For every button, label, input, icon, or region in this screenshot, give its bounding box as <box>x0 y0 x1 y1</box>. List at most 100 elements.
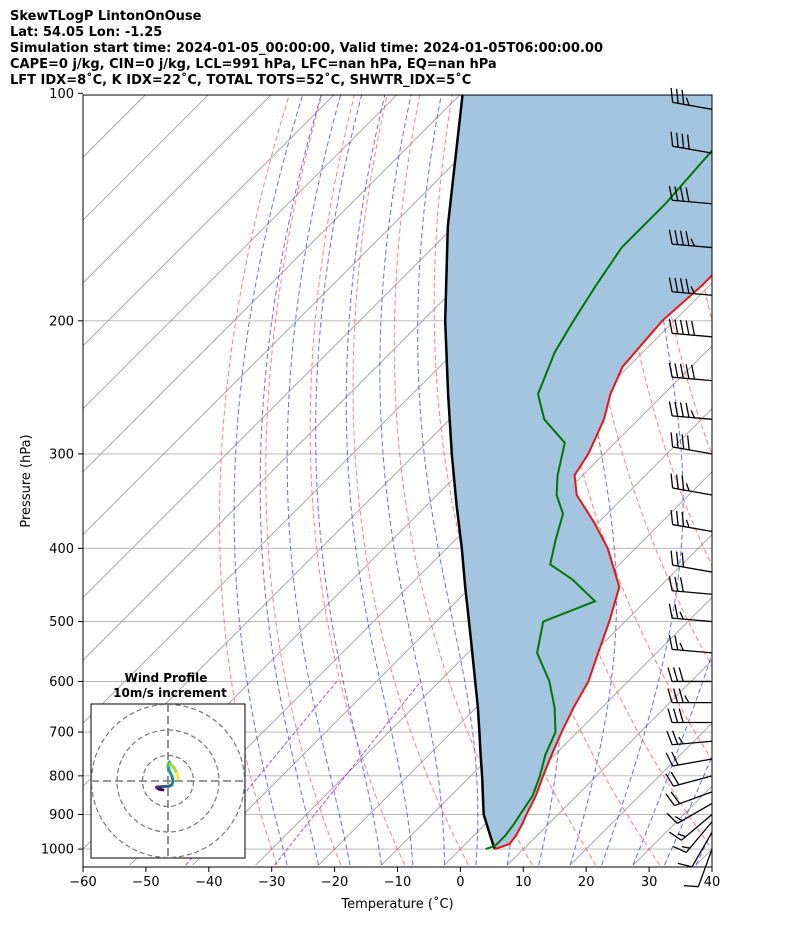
barb-flag <box>691 364 696 380</box>
y-tick-label: 400 <box>49 542 74 557</box>
barb-flag <box>685 320 690 335</box>
barb-flag <box>665 793 675 806</box>
barb-staff <box>672 101 713 110</box>
wind-barb <box>665 751 713 767</box>
mixing-ratio-line <box>274 681 422 866</box>
wind-barb <box>668 401 713 420</box>
barb-flag <box>683 885 699 888</box>
barb-flag <box>667 667 673 682</box>
barb-flag <box>681 475 685 491</box>
barb-flag <box>678 688 684 703</box>
barb-flag <box>672 667 679 682</box>
barb-staff <box>674 791 713 807</box>
barb-flag <box>666 730 673 745</box>
x-tick-label: −30 <box>258 875 285 890</box>
barb-flag <box>674 401 679 417</box>
y-tick-label: 800 <box>49 769 74 784</box>
cape-line: CAPE=0 j/kg, CIN=0 j/kg, LCL=991 hPa, LF… <box>10 57 497 72</box>
index-line: LFT IDX=8˚C, K IDX=22˚C, TOTAL TOTS=52˚C… <box>10 73 472 88</box>
barb-flag <box>672 688 679 703</box>
barb-flag <box>674 186 679 201</box>
barb-flag <box>668 831 682 841</box>
barb-flag <box>681 133 685 149</box>
dry-adiabat <box>580 95 712 668</box>
x-tick-label: 10 <box>515 875 532 890</box>
wind-barb <box>667 708 712 724</box>
y-tick-label: 600 <box>49 675 74 690</box>
dry-adiabat <box>647 95 712 457</box>
x-tick-label: −20 <box>321 875 348 890</box>
isotherm-line <box>0 93 84 865</box>
barb-flag <box>679 186 684 202</box>
barb-flag <box>679 278 684 293</box>
barb-flag <box>685 187 690 202</box>
dry-adiabat <box>433 95 597 866</box>
x-tick-label: 40 <box>704 875 721 890</box>
barb-flag <box>678 736 684 745</box>
barb-flag <box>670 432 674 448</box>
barb-flag <box>674 635 679 650</box>
moist-adiabat <box>664 755 712 866</box>
dry-adiabat <box>746 93 794 865</box>
isotherm-line <box>83 95 272 284</box>
isotherm-line <box>83 95 524 536</box>
wind-barb <box>668 362 713 382</box>
barb-staff <box>672 590 713 595</box>
barb-flag <box>685 364 690 379</box>
barb-flag <box>690 286 696 294</box>
wind-barb <box>667 688 712 704</box>
barb-staff <box>672 617 713 623</box>
moist-adiabat <box>417 95 479 866</box>
barb-flag <box>675 433 679 449</box>
barb-flag <box>678 667 684 682</box>
chart-title: SkewTLogP LintonOnOuse <box>10 9 202 24</box>
wind-barb <box>668 603 713 623</box>
wind-barb <box>668 318 713 338</box>
x-tick-label: −50 <box>132 875 159 890</box>
moist-adiabat <box>345 95 414 866</box>
wind-barb <box>666 802 713 824</box>
barb-flag <box>685 97 690 106</box>
wind-barb <box>670 510 713 533</box>
wind-barb <box>670 550 713 573</box>
barb-flag <box>685 402 690 418</box>
barb-staff <box>672 523 713 533</box>
wind-barb <box>672 821 713 853</box>
wind-barb <box>670 87 713 110</box>
barb-staff <box>672 291 713 296</box>
barb-flag <box>668 362 673 378</box>
barb-flag <box>670 771 680 786</box>
wind-barb <box>668 229 713 249</box>
y-tick-label: 200 <box>49 314 74 329</box>
x-axis-label: Temperature (˚C) <box>340 896 453 912</box>
barb-staff <box>672 415 713 420</box>
x-tick-label: 30 <box>641 875 658 890</box>
barb-staff <box>672 446 713 455</box>
barb-flag <box>675 88 679 104</box>
barb-staff <box>672 564 713 573</box>
barb-flag <box>681 434 685 449</box>
wind-barb <box>668 814 713 841</box>
barb-flag <box>679 230 684 246</box>
cape-area <box>445 95 712 850</box>
barb-staff <box>672 332 713 338</box>
barb-flag <box>671 730 679 745</box>
barb-flag <box>668 634 673 650</box>
barb-flag <box>666 812 678 824</box>
isotherm-line <box>569 722 712 866</box>
barb-staff <box>677 802 713 824</box>
x-tick-label: 20 <box>578 875 595 890</box>
wind-barb <box>668 634 713 654</box>
barb-staff <box>672 487 713 496</box>
barb-flag <box>667 708 673 723</box>
isotherm-line <box>255 408 712 866</box>
barb-flag <box>668 576 673 591</box>
y-tick-label: 500 <box>49 615 74 630</box>
barb-flag <box>675 510 679 526</box>
profile-lines <box>443 95 712 851</box>
axes: −60 −50 −40 −30 −20 −10 0 10 20 30 40 100 200 300 400 5… <box>19 87 720 912</box>
y-tick-label: 700 <box>49 726 74 741</box>
wind-barb <box>668 277 713 296</box>
x-tick-label: 0 <box>456 875 464 890</box>
barb-flag <box>681 89 685 105</box>
